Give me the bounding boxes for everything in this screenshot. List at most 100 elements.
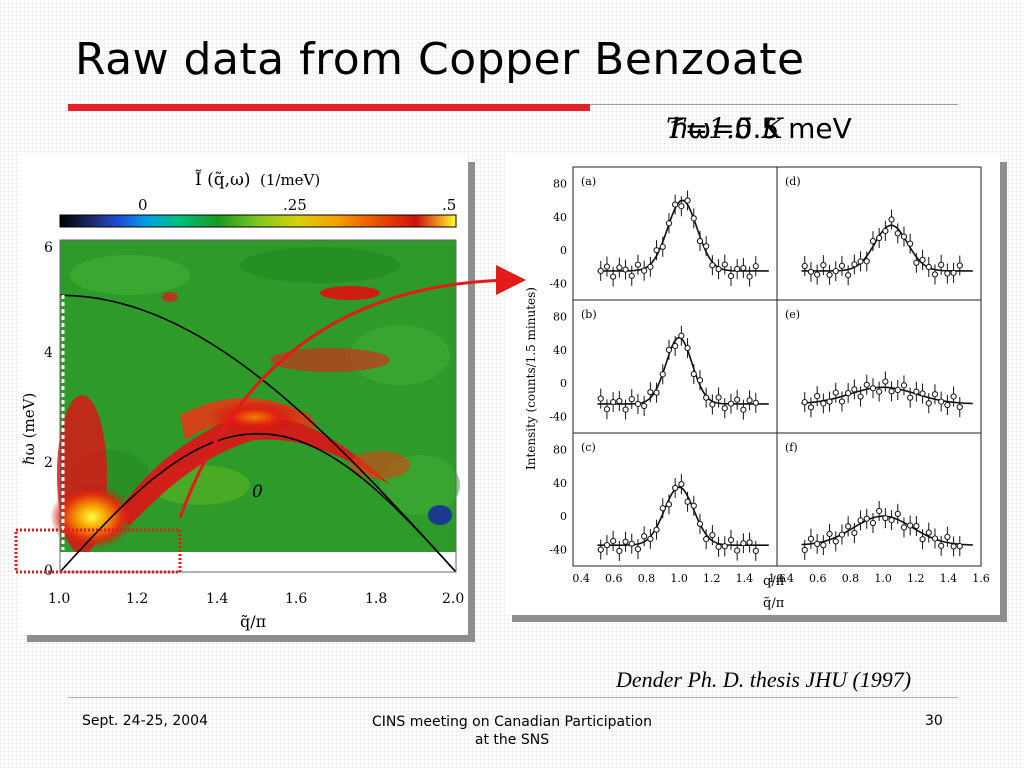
scan-data-point: [641, 533, 648, 540]
scan-y-tick: 40: [553, 211, 567, 224]
scan-data-point: [653, 526, 660, 533]
scan-data-point: [894, 386, 901, 394]
scan-data-point: [727, 272, 735, 280]
scan-data-point: [727, 536, 735, 544]
scan-data-point: [610, 398, 617, 406]
scan-data-point: [659, 505, 666, 512]
scan-data-point: [845, 523, 852, 530]
scan-data-point: [659, 243, 666, 250]
scan-data-point: [665, 220, 673, 227]
footer-date: Sept. 24-25, 2004: [82, 713, 208, 729]
scan-data-point: [863, 381, 870, 388]
scan-data-point: [907, 394, 914, 401]
scan-data-point: [900, 233, 908, 240]
scan-x-tick: 1.0: [874, 572, 892, 585]
scan-panel-label: (b): [581, 308, 597, 321]
scan-data-point: [641, 267, 648, 274]
scan-data-point: [851, 261, 858, 268]
title-underline-red: [68, 104, 590, 111]
scan-data-point: [814, 540, 821, 547]
scan-data-point: [647, 535, 654, 543]
scan-x-tick: 1.4: [940, 572, 958, 585]
scan-panel-frame: [572, 432, 778, 567]
scan-x-tick: 0.6: [809, 572, 827, 585]
scan-data-point: [907, 240, 914, 247]
scan-data-point: [900, 382, 908, 389]
colorbar: [59, 214, 457, 228]
scan-data-point: [944, 533, 951, 540]
scan-data-point: [734, 396, 741, 403]
scan-x-tick: 0.8: [842, 572, 860, 585]
scan-x-tick: 1.2: [907, 572, 925, 585]
scan-data-point: [603, 542, 611, 549]
figure-caption: Dender Ph. D. thesis JHU (1997): [616, 667, 912, 692]
scan-data-point: [931, 271, 939, 278]
contour-map-figure: Ĩ (q̃,ω) (1/meV) 0 .25 .5: [20, 155, 468, 635]
scan-data-point: [938, 542, 945, 549]
scan-data-point: [950, 269, 957, 276]
scan-data-point: [709, 401, 716, 408]
slide-title: Raw data from Copper Benzoate: [75, 34, 805, 85]
x-tick: 1.0: [48, 591, 70, 607]
scan-data-point: [876, 234, 883, 242]
scan-data-point: [826, 398, 833, 405]
scan-data-point: [857, 393, 864, 400]
scan-data-point: [703, 394, 710, 401]
scan-data-point: [734, 547, 741, 554]
scan-data-point: [820, 542, 827, 549]
scan-data-point: [746, 539, 753, 546]
scan-data-point: [888, 388, 895, 395]
scan-data-point: [690, 370, 697, 378]
scan-data-point: [672, 484, 679, 492]
scan-data-point: [876, 507, 883, 515]
scan-data-point: [925, 529, 932, 536]
colorbar-tick: .25: [283, 196, 307, 214]
scan-data-point: [684, 197, 691, 204]
scan-data-point: [838, 531, 846, 538]
colorbar-units: (1/meV): [260, 171, 320, 189]
scan-y-tick: 0: [560, 377, 567, 390]
scan-panels-svg: Intensity (counts/1.5 minutes) (a) 80 40 0 -…: [524, 166, 990, 611]
scan-data-point: [857, 258, 864, 265]
scan-data-point: [925, 400, 932, 407]
scan-data-point: [919, 536, 926, 543]
scan-data-point: [597, 546, 604, 553]
scan-data-point: [876, 388, 883, 395]
scan-x-tick: 1.6: [972, 572, 990, 585]
scan-data-point: [752, 399, 759, 406]
scan-data-point: [740, 406, 747, 413]
scan-data-point: [938, 398, 945, 405]
scan-y-axis-label: Intensity (counts/1.5 minutes): [524, 287, 538, 470]
scan-data-point: [863, 258, 870, 265]
scan-data-point: [721, 261, 728, 268]
scan-panel-label: (a): [581, 175, 596, 188]
scan-data-point: [888, 216, 895, 223]
scan-data-point: [807, 535, 815, 542]
scan-data-point: [610, 537, 617, 545]
scan-data-point: [956, 543, 963, 550]
scan-data-point: [900, 524, 908, 531]
scan-data-point: [721, 405, 728, 412]
scan-data-point: [851, 386, 858, 393]
scan-data-point: [814, 393, 821, 400]
scan-data-point: [950, 393, 957, 400]
scan-data-point: [882, 378, 889, 385]
scan-data-point: [869, 385, 877, 392]
scan-data-point: [931, 535, 939, 542]
scan-data-point: [634, 546, 642, 553]
scan-y-tick: -40: [549, 410, 567, 423]
y-tick: 0: [44, 563, 53, 579]
scan-y-tick: 0: [560, 510, 567, 523]
scan-data-point: [801, 546, 808, 554]
scan-y-tick: 80: [553, 178, 567, 191]
temperature-label: T=1.5 K: [666, 112, 783, 145]
scan-data-point: [678, 203, 685, 210]
scan-data-point: [746, 273, 753, 280]
scan-data-point: [869, 519, 877, 527]
scan-data-point: [616, 264, 623, 271]
scan-data-point: [925, 263, 932, 271]
scan-data-point: [703, 243, 710, 250]
scan-data-point: [832, 268, 839, 275]
scan-data-point: [678, 481, 685, 488]
scan-data-point: [653, 389, 660, 396]
